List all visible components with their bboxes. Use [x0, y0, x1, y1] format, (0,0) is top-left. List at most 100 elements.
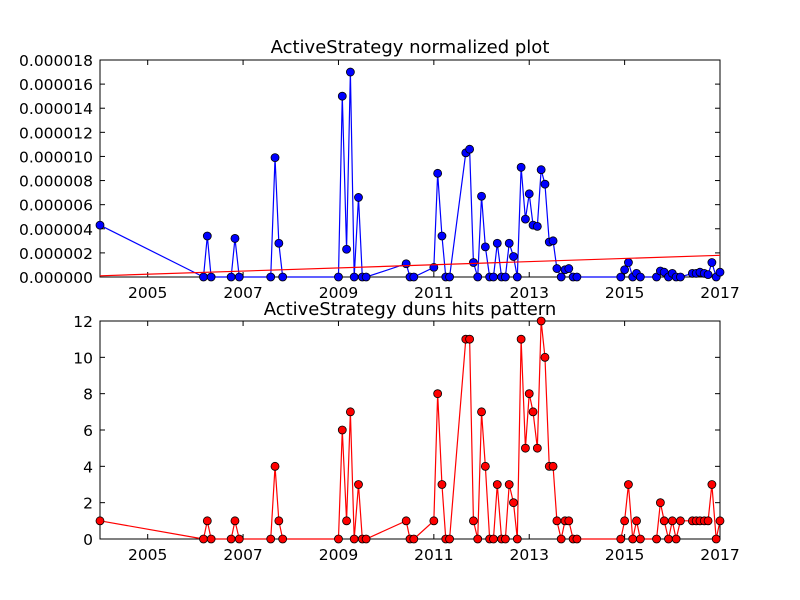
data-point	[345, 67, 355, 77]
x-tick-label: 2015	[605, 546, 644, 564]
data-point	[278, 534, 288, 544]
data-point	[659, 516, 669, 526]
data-point	[564, 516, 574, 526]
data-point	[278, 272, 288, 282]
data-point	[536, 316, 546, 326]
data-point	[480, 242, 490, 252]
data-point	[540, 179, 550, 189]
data-point	[572, 534, 582, 544]
data-point	[361, 272, 371, 282]
data-point	[473, 272, 483, 282]
data-point	[445, 272, 454, 282]
data-point	[199, 272, 208, 282]
x-tick-label: 2011	[414, 546, 453, 564]
plot-area	[99, 59, 721, 278]
x-tick-label: 2013	[510, 546, 549, 564]
data-point	[433, 168, 443, 178]
data-point	[270, 153, 280, 163]
x-tick-label: 2015	[605, 284, 644, 302]
data-point	[354, 480, 363, 489]
data-point	[349, 272, 359, 282]
data-point	[512, 272, 522, 282]
data-point	[433, 389, 443, 399]
data-point	[489, 534, 498, 544]
data-point	[202, 516, 212, 526]
x-tick-label: 2005	[128, 546, 167, 564]
data-point	[516, 334, 526, 344]
data-point	[504, 238, 514, 248]
data-point	[635, 272, 645, 282]
data-point	[624, 480, 633, 489]
x-tick-label: 2005	[128, 284, 167, 302]
data-point	[361, 534, 371, 544]
y-tick-label: 0.000012	[19, 124, 93, 142]
data-point	[509, 252, 518, 261]
data-point	[234, 534, 244, 544]
data-point	[492, 238, 502, 248]
y-tick-label: 0.000008	[19, 173, 93, 191]
data-point	[274, 238, 284, 248]
data-point	[540, 352, 550, 362]
data-point	[342, 516, 351, 526]
y-tick-label: 0	[83, 531, 93, 549]
y-tick-label: 4	[83, 458, 93, 476]
data-point	[206, 272, 216, 282]
data-point	[707, 480, 717, 489]
data-point	[206, 534, 216, 544]
data-point	[492, 480, 502, 489]
y-tick-label: 0.000014	[19, 100, 93, 118]
data-point	[556, 534, 566, 544]
data-point	[628, 534, 638, 544]
data-point	[226, 534, 236, 544]
y-tick-label: 0.000018	[19, 52, 93, 70]
data-point	[266, 272, 276, 282]
y-tick-label: 2	[83, 495, 93, 513]
y-tick-label: 6	[83, 422, 93, 440]
data-point	[536, 165, 546, 175]
data-point	[632, 516, 641, 526]
y-tick-label: 8	[83, 386, 93, 404]
data-point	[266, 534, 276, 544]
x-tick-label: 2009	[319, 284, 358, 302]
data-layer	[95, 316, 725, 544]
chart-title: ActiveStrategy normalized plot	[271, 37, 550, 58]
data-point	[429, 516, 439, 526]
data-point	[521, 214, 530, 224]
data-point	[616, 534, 626, 544]
data-point	[624, 258, 633, 267]
data-point	[509, 498, 518, 508]
data-point	[337, 425, 347, 435]
x-tick-label: 2017	[700, 284, 739, 302]
data-point	[532, 443, 542, 453]
data-point	[703, 516, 713, 526]
data-point	[711, 534, 721, 544]
y-tick-label: 10	[73, 349, 93, 367]
data-point	[703, 270, 713, 279]
data-point	[548, 236, 558, 246]
x-tick-label: 2017	[700, 546, 739, 564]
y-tick-label: 0.000000	[19, 269, 93, 287]
data-point	[512, 534, 522, 544]
x-tick-label: 2011	[414, 284, 453, 302]
data-point	[401, 259, 411, 269]
chart-panel-2: ActiveStrategy duns hits pattern 2005 2007…	[73, 299, 739, 564]
data-point	[230, 234, 240, 243]
data-point	[655, 498, 665, 508]
data-point	[477, 407, 486, 417]
data-point	[337, 91, 347, 101]
data-point	[572, 272, 582, 282]
data-point	[676, 516, 685, 526]
data-point	[469, 258, 478, 267]
data-point	[500, 272, 510, 282]
data-point	[715, 267, 725, 277]
data-point	[652, 534, 661, 544]
data-point	[516, 162, 526, 172]
x-tick-label: 2013	[510, 284, 549, 302]
data-point	[480, 461, 490, 471]
y-tick-label: 0.000002	[19, 245, 93, 263]
data-point	[409, 534, 419, 544]
data-point	[564, 264, 574, 273]
data-point	[616, 272, 626, 282]
data-point	[664, 534, 673, 544]
data-point	[334, 272, 343, 282]
